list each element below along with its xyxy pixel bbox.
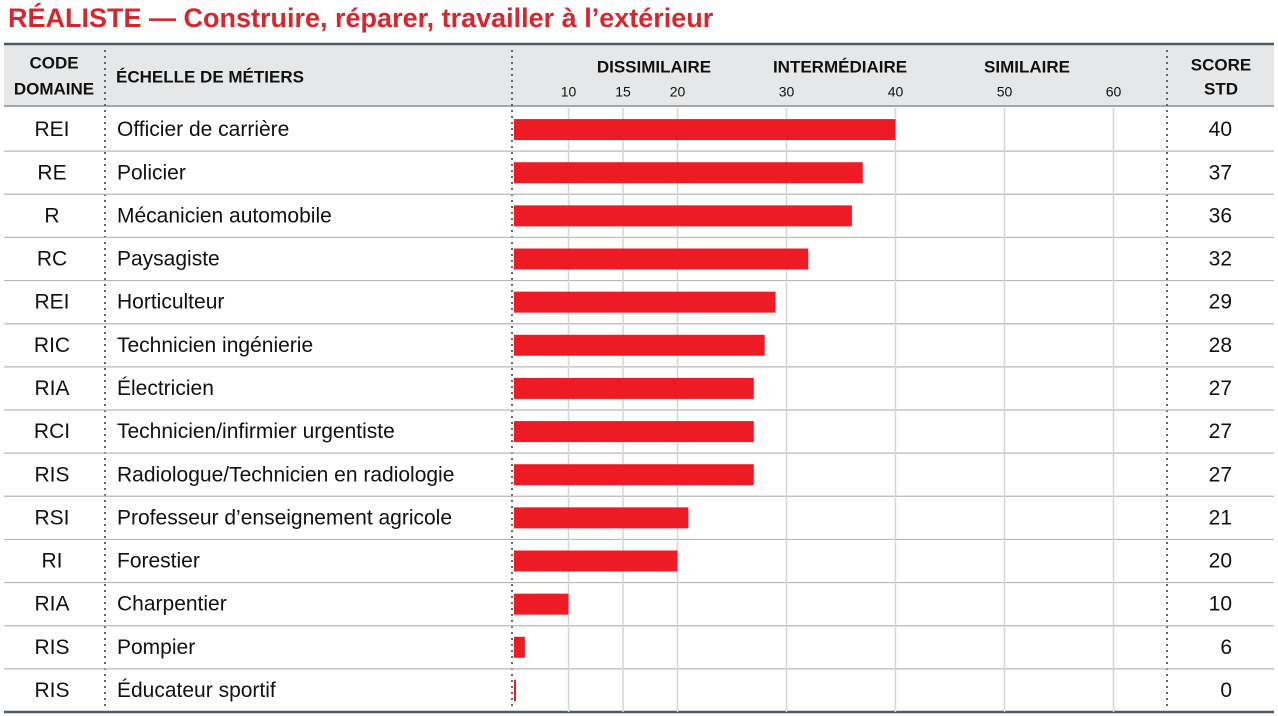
header-code: CODE (29, 53, 78, 72)
x-tick-label: 60 (1106, 84, 1122, 100)
bar (514, 291, 776, 313)
bar (514, 550, 678, 572)
row-label: Radiologue/Technicien en radiologie (117, 463, 454, 486)
bar (514, 248, 809, 270)
bar (514, 334, 765, 356)
bar (514, 593, 569, 615)
row-code: R (44, 204, 59, 227)
bar (514, 507, 689, 529)
row-code: RCI (34, 420, 70, 443)
zone-label: SIMILAIRE (984, 57, 1070, 76)
score-label: 29 (1209, 291, 1232, 314)
x-tick-label: 50 (997, 84, 1013, 100)
row-code: RIS (34, 636, 69, 659)
row-label: Mécanicien automobile (117, 204, 332, 227)
row-code: RIC (34, 334, 70, 357)
row-label: Technicien/infirmier urgentiste (117, 420, 395, 443)
row-code: RIA (34, 593, 69, 616)
row-label: Éducateur sportif (117, 679, 276, 702)
x-tick-label: 10 (561, 84, 577, 100)
zone-label: INTERMÉDIAIRE (773, 57, 907, 76)
row-code: RC (37, 248, 67, 271)
row-code: RSI (34, 506, 69, 529)
score-label: 27 (1209, 463, 1232, 486)
row-label: Charpentier (117, 593, 227, 616)
score-label: 27 (1209, 420, 1232, 443)
score-label: 21 (1209, 506, 1232, 529)
row-code: REI (34, 291, 69, 314)
score-label: 20 (1209, 550, 1232, 573)
row-label: Horticulteur (117, 291, 224, 314)
score-label: 36 (1209, 204, 1232, 227)
row-label: Officier de carrière (117, 118, 289, 141)
bar (514, 464, 754, 486)
x-tick-label: 15 (615, 84, 631, 100)
row-label: Forestier (117, 550, 200, 573)
row-label: Électricien (117, 377, 214, 400)
score-label: 0 (1220, 679, 1232, 702)
x-tick-label: 20 (670, 84, 686, 100)
bar (514, 162, 863, 184)
header-score: SCORE (1191, 55, 1251, 74)
score-label: 40 (1209, 118, 1232, 141)
score-label: 6 (1220, 636, 1232, 659)
bar (514, 636, 525, 658)
score-label: 37 (1209, 161, 1232, 184)
header-score: STD (1204, 79, 1238, 98)
bar (514, 377, 754, 399)
row-code: RIS (34, 679, 69, 702)
bar (514, 205, 852, 227)
score-label: 27 (1209, 377, 1232, 400)
zone-label: DISSIMILAIRE (597, 57, 711, 76)
row-code: RE (37, 161, 66, 184)
x-tick-label: 30 (779, 84, 795, 100)
score-label: 32 (1209, 248, 1232, 271)
bar (514, 679, 516, 701)
score-label: 28 (1209, 334, 1232, 357)
chart-title: RÉALISTE — Construire, réparer, travaill… (8, 2, 714, 33)
score-label: 10 (1209, 593, 1232, 616)
row-code: RIA (34, 377, 69, 400)
header-band (4, 44, 1274, 106)
row-label: Pompier (117, 636, 195, 659)
row-code: RIS (34, 463, 69, 486)
row-label: Paysagiste (117, 248, 220, 271)
row-label: Policier (117, 161, 186, 184)
row-label: Technicien ingénierie (117, 334, 313, 357)
header-code: DOMAINE (14, 79, 94, 98)
row-code: REI (34, 118, 69, 141)
bar (514, 119, 896, 141)
row-code: RI (42, 550, 63, 573)
bar (514, 421, 754, 443)
header-jobs: ÉCHELLE DE MÉTIERS (116, 67, 304, 86)
x-tick-label: 40 (888, 84, 904, 100)
row-label: Professeur d’enseignement agricole (117, 506, 452, 529)
